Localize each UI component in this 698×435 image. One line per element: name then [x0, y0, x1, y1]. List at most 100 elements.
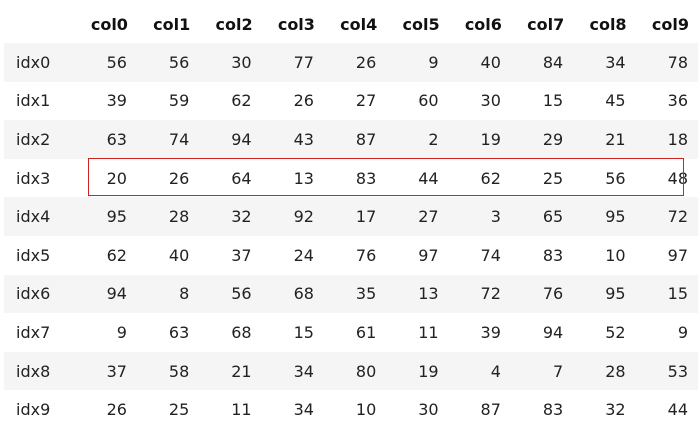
table-cell: 26: [168, 168, 190, 188]
table-cell: 32: [231, 207, 252, 227]
table-cell: 10: [605, 245, 626, 265]
table-cell: 60: [418, 91, 439, 111]
header-row: col0 col1 col2 col3 col4 col5 col6 col7 …: [4, 5, 698, 43]
column-header: col8: [589, 14, 627, 34]
table-cell: 44: [418, 168, 439, 188]
column-header: col2: [215, 14, 253, 34]
table-cell: 53: [667, 361, 688, 381]
column-header: col9: [651, 14, 689, 34]
row-index-label: idx1: [16, 91, 51, 111]
table-cell: 15: [542, 91, 564, 111]
table-cell: 30: [418, 400, 439, 420]
table-row: idx8 37 58 21 34 80 19 4 7 28 53: [4, 351, 698, 391]
table-cell: 84: [542, 52, 564, 72]
table-cell: 74: [480, 245, 501, 265]
table-cell: 40: [480, 52, 501, 72]
table-cell: 34: [293, 400, 314, 420]
table-cell: 87: [480, 400, 501, 420]
table-cell: 48: [667, 168, 688, 188]
table-cell: 10: [355, 400, 377, 420]
table-cell: 37: [106, 361, 127, 381]
table-row: idx9 26 25 11 34 10 30 87 83 32 44: [4, 390, 698, 429]
table-cell: 3: [490, 207, 501, 227]
table-row: idx0 56 56 30 77 26 9 40 84 34 78: [4, 43, 698, 82]
table-cell: 94: [542, 322, 564, 342]
table-cell: 94: [106, 284, 127, 304]
table-cell: 83: [542, 400, 564, 420]
table-cell: 27: [418, 207, 439, 227]
table-row: idx7 9 63 68 15 61 11 39 94 52 9: [4, 313, 698, 352]
table-cell: 95: [605, 207, 626, 227]
row-index-label: idx3: [16, 168, 51, 188]
table-cell: 28: [605, 361, 626, 381]
table-cell: 40: [168, 245, 190, 265]
table-cell: 63: [168, 322, 190, 342]
table-cell: 13: [293, 168, 314, 188]
table-cell: 26: [355, 52, 377, 72]
table-cell: 76: [355, 245, 377, 265]
table-cell: 30: [231, 52, 252, 72]
table-cell: 35: [355, 284, 377, 304]
table-cell: 62: [231, 91, 252, 111]
table-cell: 62: [480, 168, 501, 188]
table-row: idx1 39 59 62 26 27 60 30 15 45 36: [4, 81, 698, 121]
table-cell: 64: [231, 168, 252, 188]
table-cell: 80: [355, 361, 377, 381]
table-cell: 36: [667, 91, 688, 111]
table-row: idx4 95 28 32 92 17 27 3 65 95 72: [4, 197, 698, 236]
table-cell: 39: [480, 322, 501, 342]
table-cell: 56: [168, 52, 190, 72]
column-header: col3: [277, 14, 315, 34]
table-cell: 19: [480, 129, 501, 149]
row-index-label: idx4: [16, 207, 51, 227]
table-cell: 77: [293, 52, 314, 72]
table-cell: 30: [480, 91, 501, 111]
row-index-label: idx0: [16, 52, 51, 72]
table-cell: 7: [553, 361, 564, 381]
table-cell: 52: [605, 322, 626, 342]
table-cell: 65: [542, 207, 564, 227]
table-cell: 83: [542, 245, 564, 265]
table-cell: 34: [605, 52, 626, 72]
table-cell: 97: [418, 245, 439, 265]
table-cell: 92: [293, 207, 314, 227]
column-header: col1: [153, 14, 191, 34]
table-cell: 13: [418, 284, 439, 304]
table-cell: 45: [605, 91, 626, 111]
row-index-label: idx8: [16, 361, 51, 381]
table-cell: 87: [355, 129, 377, 149]
table-cell: 76: [542, 284, 564, 304]
table-cell: 27: [355, 91, 377, 111]
table-cell: 56: [106, 52, 127, 72]
table-cell: 21: [605, 129, 626, 149]
column-header: col6: [464, 14, 502, 34]
table-cell: 62: [106, 245, 127, 265]
table-cell: 25: [168, 400, 190, 420]
index-header-corner: [4, 5, 75, 43]
column-header: col4: [340, 14, 378, 34]
table-cell: 32: [605, 400, 626, 420]
table-cell: 37: [231, 245, 252, 265]
dataframe-table: col0 col1 col2 col3 col4 col5 col6 col7 …: [4, 5, 698, 429]
table-cell: 18: [667, 129, 688, 149]
row-index-label: idx9: [16, 400, 51, 420]
table-cell: 15: [293, 322, 314, 342]
table-cell: 95: [605, 284, 626, 304]
table-cell: 72: [480, 284, 501, 304]
table-row: idx3 20 26 64 13 83 44 62 25 56 48: [4, 158, 698, 198]
table-cell: 11: [418, 322, 439, 342]
table-cell: 39: [106, 91, 127, 111]
table-cell: 83: [355, 168, 377, 188]
table-cell: 72: [667, 207, 688, 227]
table-header: col0 col1 col2 col3 col4 col5 col6 col7 …: [4, 5, 698, 43]
table-body: idx0 56 56 30 77 26 9 40 84 34 78 idx1 39 59 62 26 27 60 3…: [4, 43, 698, 429]
table-cell: 94: [231, 129, 252, 149]
column-header: col0: [90, 14, 128, 34]
table-cell: 95: [106, 207, 127, 227]
table-cell: 34: [293, 361, 314, 381]
table-cell: 21: [231, 361, 252, 381]
table-cell: 97: [667, 245, 688, 265]
table-cell: 17: [355, 207, 377, 227]
table-cell: 9: [677, 322, 688, 342]
table-cell: 58: [168, 361, 190, 381]
